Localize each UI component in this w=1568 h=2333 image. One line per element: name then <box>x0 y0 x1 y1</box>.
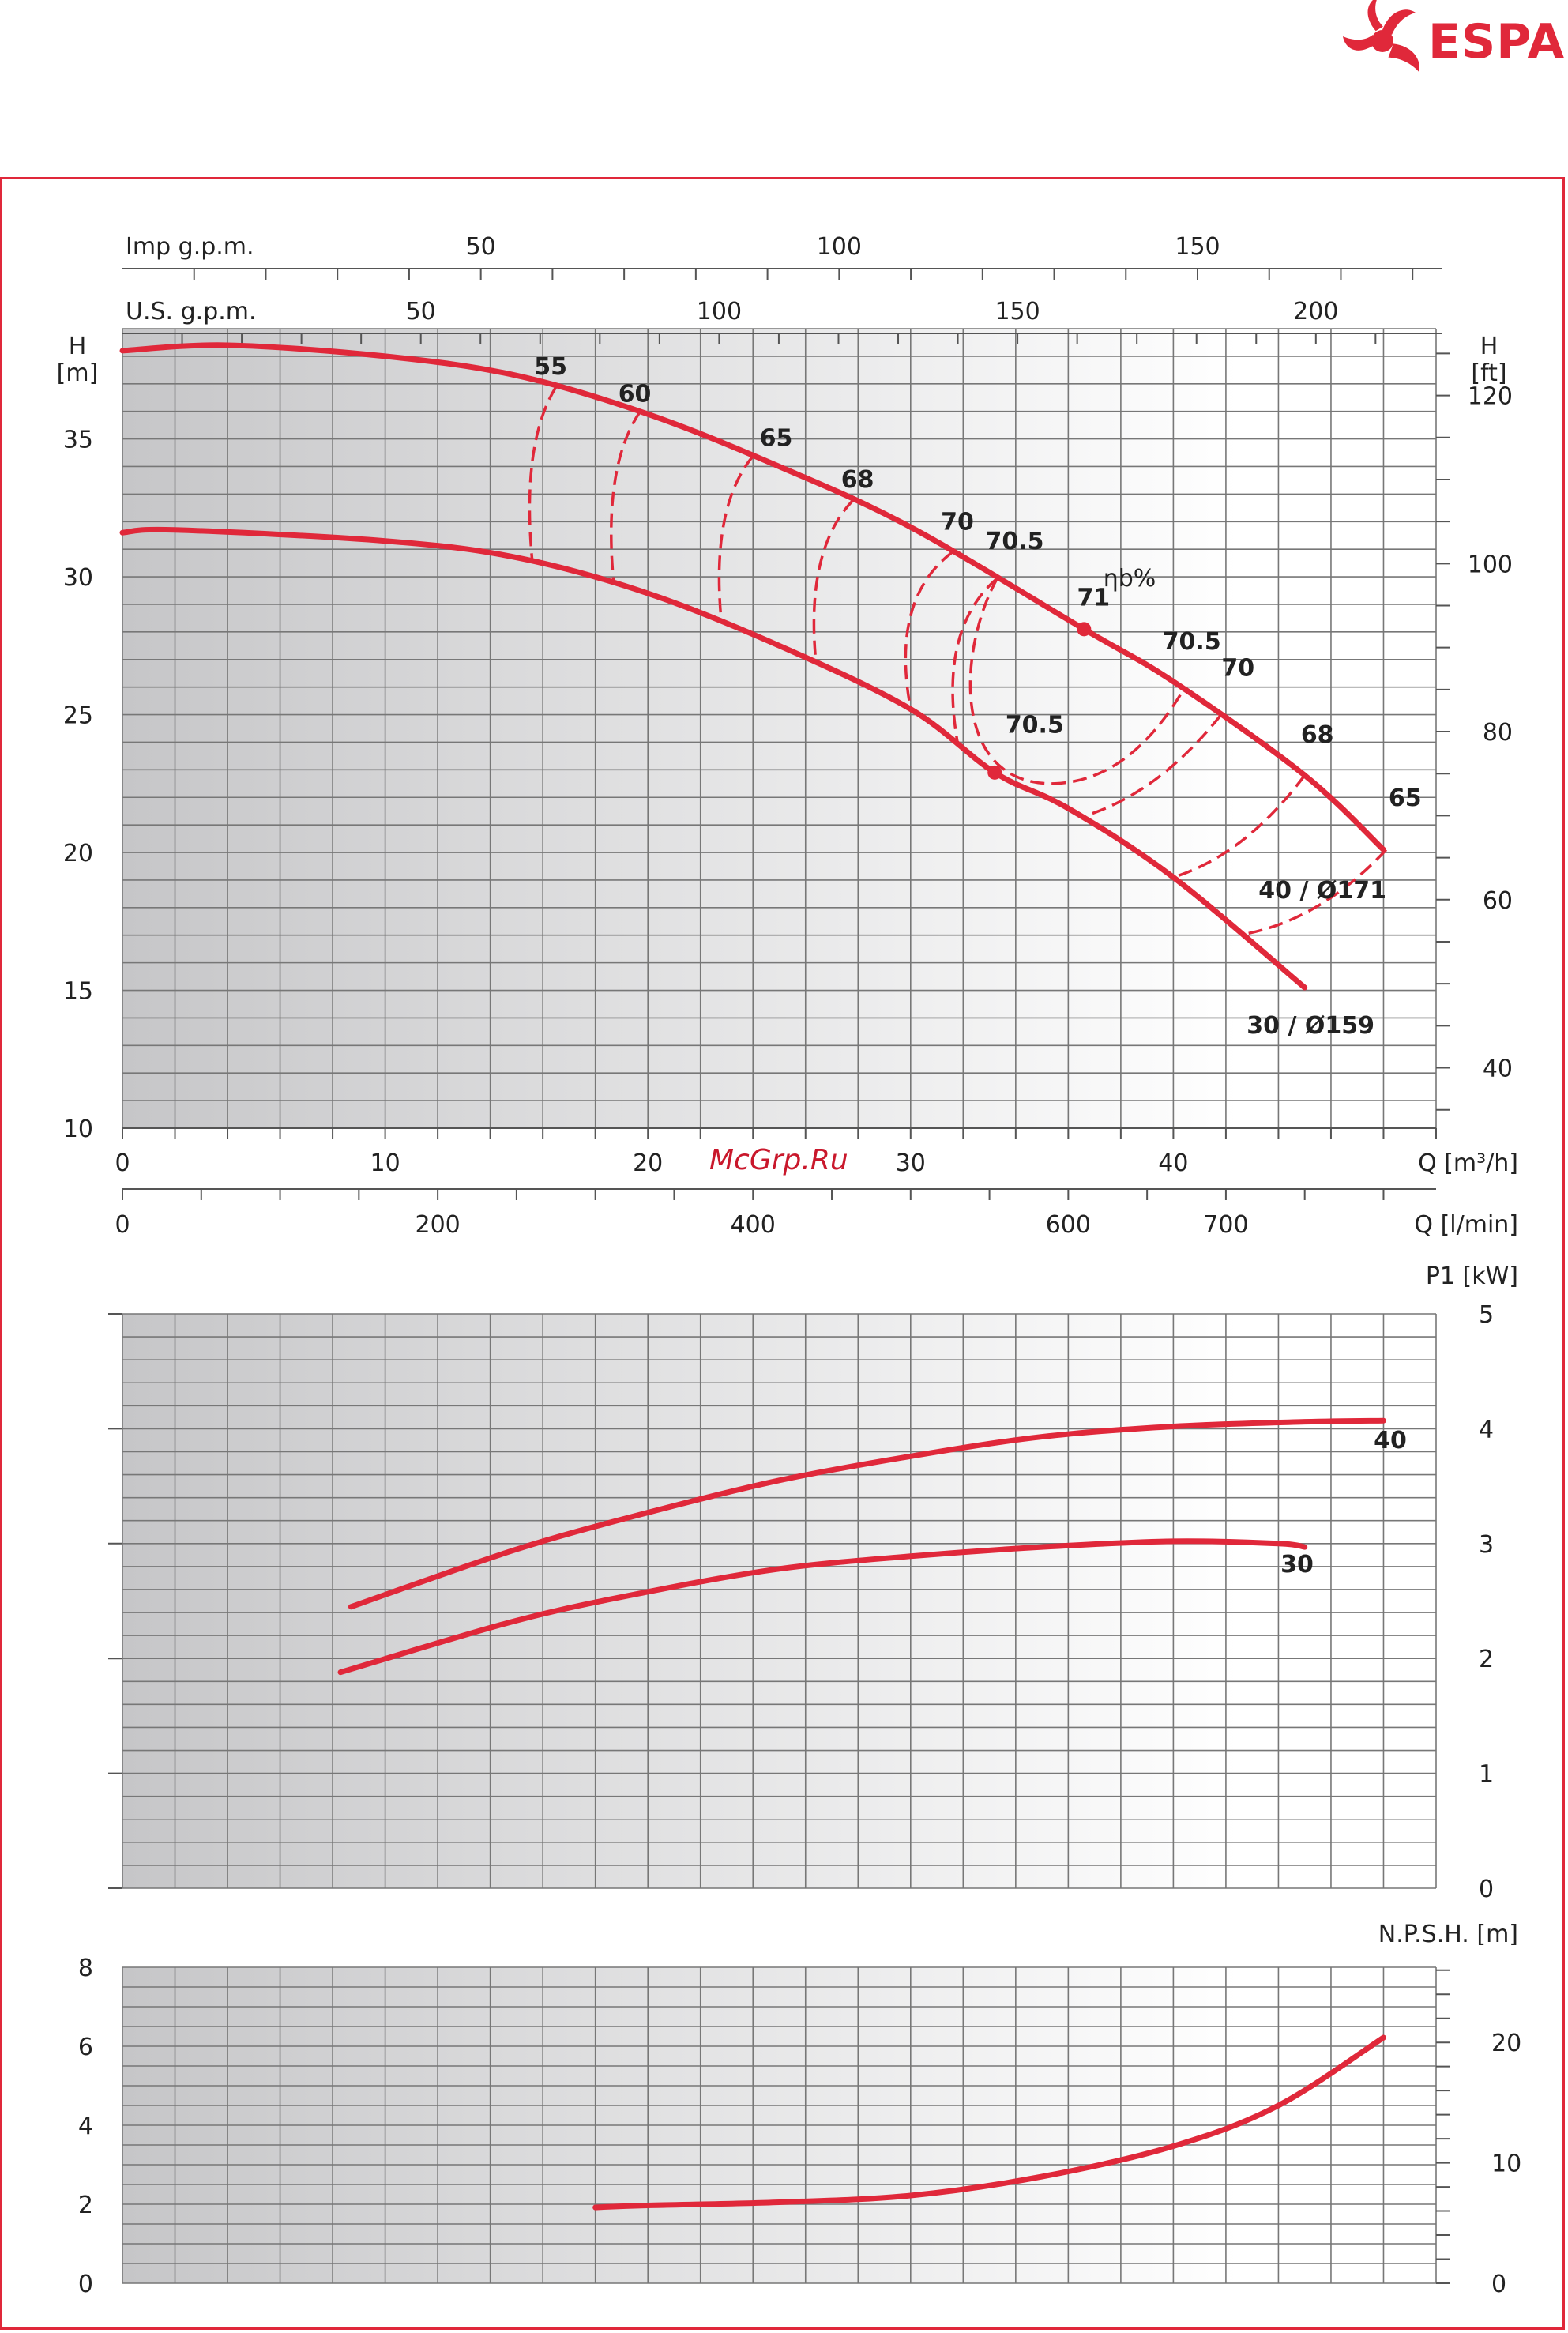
series-label-30: 30 / Ø159 <box>1247 1012 1374 1040</box>
lmin-tick-label: 200 <box>415 1211 460 1239</box>
efficiency-arc <box>610 411 641 585</box>
chart-frame <box>0 177 1565 2330</box>
us-gpm-axis-tick-label: 200 <box>1293 298 1338 325</box>
imp-gpm-axis-label: Imp g.p.m. <box>126 233 254 261</box>
bep-point <box>987 765 1002 780</box>
p1-tick-label: 5 <box>1479 1301 1494 1329</box>
h-ft-tick-label: 60 <box>1483 887 1513 915</box>
h-m-axis-unit: [m] <box>57 359 99 387</box>
efficiency-arc <box>951 577 998 746</box>
q-axis-title: Q [m³/h] <box>1418 1150 1518 1177</box>
imp-gpm-axis-tick-label: 100 <box>817 233 862 261</box>
h-m-tick-label: 20 <box>63 840 93 867</box>
power-label-30: 30 <box>1280 1551 1314 1579</box>
p1-tick-label: 3 <box>1479 1531 1494 1559</box>
npsh-ft-tick-label: 20 <box>1491 2030 1521 2057</box>
power-curve-30 <box>337 1538 1308 1676</box>
efficiency-label: 68 <box>841 466 874 494</box>
us-gpm-axis-tick-label: 100 <box>697 298 742 325</box>
lmin-tick-label: 700 <box>1203 1211 1248 1239</box>
efficiency-arc <box>1081 714 1222 818</box>
power-plot-area <box>122 1314 1436 1888</box>
efficiency-label: 55 <box>534 353 567 381</box>
us-gpm-axis-tick-label: 150 <box>995 298 1040 325</box>
h-m-tick-label: 15 <box>63 978 93 1006</box>
imp-gpm-axis-tick-label: 50 <box>466 233 496 261</box>
us-gpm-axis-tick-label: 50 <box>406 298 436 325</box>
efficiency-label: 68 <box>1301 721 1334 749</box>
imp-gpm-axis-tick-label: 150 <box>1175 233 1220 261</box>
q-tick-label: 20 <box>633 1150 663 1177</box>
npsh-curve <box>592 2034 1386 2211</box>
efficiency-label: 70 <box>1221 655 1254 683</box>
lmin-tick-label: 400 <box>731 1211 776 1239</box>
lmin-axis-title: Q [l/min] <box>1414 1211 1518 1239</box>
npsh-m-tick-label: 0 <box>78 2271 93 2298</box>
npsh-m-tick-label: 2 <box>78 2192 93 2219</box>
h-ft-axis-title: H <box>1480 333 1498 360</box>
q-tick-label: 10 <box>370 1150 400 1177</box>
h-ft-tick-label: 40 <box>1483 1055 1513 1083</box>
gridlines <box>122 328 1437 2284</box>
head-curve-40 <box>119 342 1386 853</box>
h-m-tick-label: 35 <box>63 427 93 454</box>
espa-logo-icon <box>1343 0 1419 72</box>
npsh-m-tick-label: 8 <box>78 1955 93 1982</box>
efficiency-label: 65 <box>1389 785 1422 812</box>
h-ft-tick-label: 120 <box>1468 383 1513 411</box>
head-plot-area <box>122 329 1436 1128</box>
h-m-tick-label: 30 <box>63 564 93 592</box>
efficiency-arc <box>812 499 854 664</box>
p1-tick-label: 1 <box>1479 1761 1494 1789</box>
efficiency-arc <box>528 386 558 563</box>
h-ft-tick-label: 100 <box>1468 551 1513 578</box>
npsh-ft-tick-label: 10 <box>1491 2150 1521 2178</box>
efficiency-label: 71 <box>1077 584 1110 611</box>
p1-tick-label: 0 <box>1479 1876 1494 1903</box>
p1-tick-label: 2 <box>1479 1646 1494 1673</box>
npsh-axis-title: N.P.S.H. [m] <box>1378 1921 1518 1948</box>
plot-backgrounds <box>122 329 1436 2283</box>
npsh-ft-tick-label: 0 <box>1491 2271 1506 2298</box>
efficiency-label: 60 <box>619 381 652 408</box>
efficiency-title: ηb% <box>1104 565 1156 593</box>
efficiency-arc <box>904 551 954 709</box>
curves <box>119 342 1388 2211</box>
series-label-40: 40 / Ø171 <box>1258 877 1386 905</box>
q-tick-label: 30 <box>896 1150 926 1177</box>
head-curve-30 <box>119 526 1308 991</box>
power-label-40: 40 <box>1374 1427 1407 1454</box>
efficiency-loop-70-5 <box>968 577 1186 785</box>
efficiency-label: 70.5 <box>1006 711 1064 739</box>
lmin-tick-label: 600 <box>1046 1211 1091 1239</box>
p1-tick-label: 4 <box>1479 1416 1494 1443</box>
power-curve-40 <box>348 1417 1386 1610</box>
efficiency-label: 70.5 <box>986 528 1044 555</box>
npsh-m-tick-label: 4 <box>78 2113 93 2140</box>
q-tick-label: 40 <box>1158 1150 1188 1177</box>
us-gpm-axis-label: U.S. g.p.m. <box>126 298 257 325</box>
npsh-m-tick-label: 6 <box>78 2034 93 2061</box>
h-ft-axis-unit: [ft] <box>1471 359 1506 387</box>
efficiency-arc <box>717 455 754 623</box>
brand-name: ESPA <box>1428 14 1566 70</box>
efficiency-arc <box>1172 774 1307 879</box>
q-tick-label: 0 <box>115 1150 130 1177</box>
h-ft-tick-label: 80 <box>1483 719 1513 747</box>
p1-axis-title: P1 [kW] <box>1426 1262 1518 1290</box>
h-m-axis-title: H <box>69 333 87 360</box>
h-m-tick-label: 25 <box>63 702 93 730</box>
efficiency-label: 70.5 <box>1163 628 1221 656</box>
h-m-tick-label: 10 <box>63 1116 93 1143</box>
efficiency-label: 65 <box>760 425 793 453</box>
lmin-tick-label: 0 <box>115 1211 130 1239</box>
watermark: McGrp.Ru <box>709 1144 848 1176</box>
bep-point <box>1077 622 1092 637</box>
efficiency-arc <box>1241 849 1388 936</box>
efficiency-label: 70 <box>941 509 974 536</box>
